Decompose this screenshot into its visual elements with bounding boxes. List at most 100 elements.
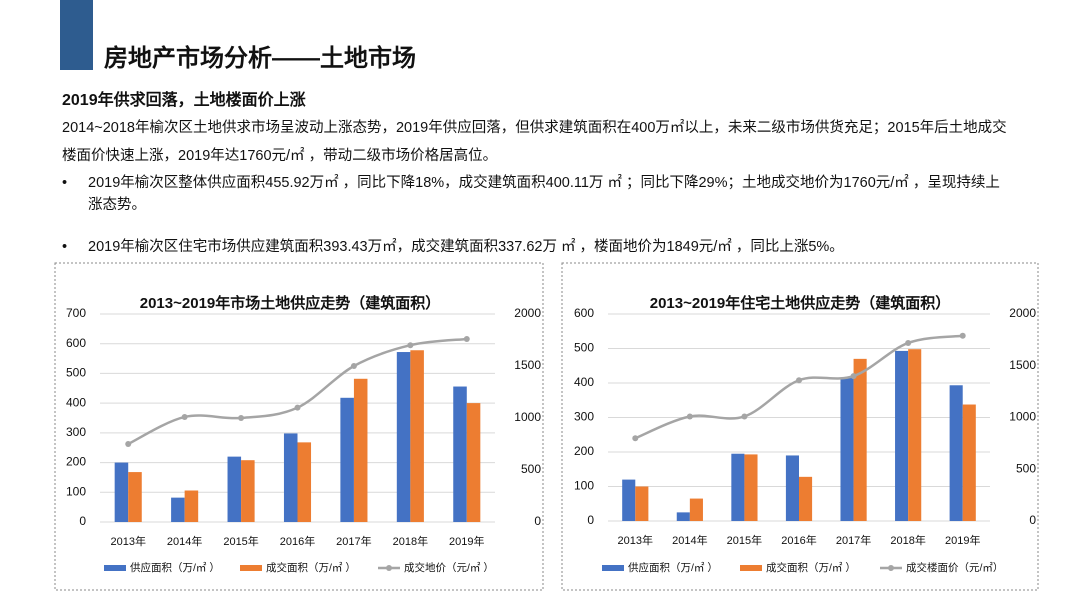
point — [181, 413, 188, 420]
y-tick-label: 200 — [66, 455, 86, 469]
bar — [184, 490, 199, 522]
x-tick-label: 2016年 — [781, 533, 816, 547]
point — [350, 363, 357, 369]
bar — [283, 433, 298, 522]
x-tick-label: 2019年 — [449, 534, 484, 548]
chart-frame — [54, 262, 544, 591]
x-tick-label: 2015年 — [727, 533, 762, 547]
y-tick-label: 100 — [574, 479, 594, 493]
y-tick-label: 700 — [66, 306, 86, 320]
bar — [114, 462, 129, 522]
y-tick-label: 300 — [66, 425, 86, 439]
bar — [622, 479, 636, 521]
bar — [227, 456, 242, 522]
x-tick-label: 2019年 — [945, 533, 980, 547]
bar — [689, 498, 703, 521]
chart-title: 2013~2019年市场土地供应走势（建筑面积） — [140, 294, 441, 312]
point — [463, 335, 470, 342]
legend-label: 成交楼面价（元/㎡） — [906, 561, 1003, 574]
bar — [676, 512, 690, 521]
legend-point — [386, 565, 392, 571]
legend-label: 供应面积（万/㎡ ） — [628, 561, 718, 574]
legend-label: 供应面积（万/㎡ ） — [130, 561, 220, 574]
y-tick-label: 600 — [574, 306, 594, 320]
chart-frame — [561, 262, 1039, 591]
bar — [895, 350, 909, 521]
y2-tick-label: 500 — [521, 462, 541, 476]
x-tick-label: 2014年 — [167, 534, 202, 548]
bar — [128, 472, 142, 522]
point — [407, 342, 414, 349]
y2-tick-label: 0 — [534, 514, 541, 528]
bar — [853, 358, 867, 521]
point — [294, 404, 301, 411]
paragraph: 2014~2018年榆次区土地供求市场呈波动上涨态势，2019年供应回落，但供求… — [62, 120, 1007, 164]
bar — [171, 497, 185, 522]
y-tick-label: 0 — [79, 514, 86, 528]
bar — [731, 453, 745, 521]
bar — [799, 476, 813, 521]
bar — [396, 352, 411, 522]
bullet: 2019年榆次区住宅市场供应建筑面积393.43万㎡，成交建筑面积337.62万… — [62, 236, 1012, 258]
point — [741, 413, 748, 420]
legend-swatch — [104, 565, 126, 571]
bar — [241, 460, 255, 522]
point — [905, 339, 912, 346]
bar — [908, 349, 922, 521]
y-tick-label: 600 — [66, 336, 86, 350]
legend-label: 成交面积（万/㎡ ） — [266, 561, 356, 574]
y2-tick-label: 2000 — [514, 306, 541, 320]
legend-label: 成交地价（元/㎡ ） — [404, 561, 494, 574]
x-tick-label: 2013年 — [110, 534, 145, 548]
y-tick-label: 200 — [574, 444, 594, 458]
legend-point — [888, 565, 894, 571]
legend-label: 成交面积（万/㎡ ） — [766, 561, 856, 574]
x-tick-label: 2017年 — [836, 533, 871, 547]
legend-swatch — [240, 565, 262, 571]
bar — [353, 378, 368, 522]
y-tick-label: 100 — [66, 484, 86, 498]
point — [796, 377, 802, 384]
y-tick-label: 500 — [66, 366, 86, 380]
legend-swatch — [602, 565, 624, 571]
point — [238, 415, 245, 421]
slide-title: 房地产市场分析——土地市场 — [104, 45, 416, 72]
x-tick-label: 2014年 — [672, 533, 707, 547]
chart-title: 2013~2019年住宅土地供应走势（建筑面积） — [650, 294, 951, 312]
y2-tick-label: 1000 — [1009, 410, 1036, 424]
point — [632, 435, 639, 442]
bar — [453, 386, 467, 522]
y2-tick-label: 1500 — [514, 358, 541, 372]
bar — [962, 404, 976, 521]
y-tick-label: 400 — [66, 395, 86, 409]
y-tick-label: 500 — [574, 341, 594, 355]
legend-swatch — [740, 565, 762, 571]
bullet-list: 2019年榆次区整体供应面积455.92万㎡ ，同比下降18%，成交建筑面积40… — [62, 172, 1012, 266]
bar — [744, 454, 758, 521]
bar — [410, 350, 424, 522]
bar — [635, 486, 649, 521]
y2-tick-label: 1000 — [514, 410, 541, 424]
y2-tick-label: 2000 — [1009, 306, 1036, 320]
accent-bar — [60, 0, 93, 70]
subtitle: 2019年供求回落，土地楼面价上涨 — [62, 92, 306, 109]
point — [686, 413, 693, 420]
x-tick-label: 2013年 — [618, 533, 653, 547]
bar — [785, 455, 799, 521]
bar — [340, 397, 354, 522]
point — [125, 441, 132, 447]
bullet: 2019年榆次区整体供应面积455.92万㎡ ，同比下降18%，成交建筑面积40… — [62, 172, 1012, 216]
x-tick-label: 2016年 — [280, 534, 315, 548]
bar — [840, 377, 854, 521]
x-tick-label: 2017年 — [336, 534, 371, 548]
point — [959, 332, 966, 339]
point — [850, 373, 857, 380]
y-tick-label: 400 — [574, 375, 594, 389]
x-tick-label: 2018年 — [393, 534, 428, 548]
x-tick-label: 2018年 — [890, 533, 925, 547]
y-tick-label: 300 — [574, 410, 594, 424]
bar — [466, 403, 481, 522]
y2-tick-label: 0 — [1029, 513, 1036, 527]
